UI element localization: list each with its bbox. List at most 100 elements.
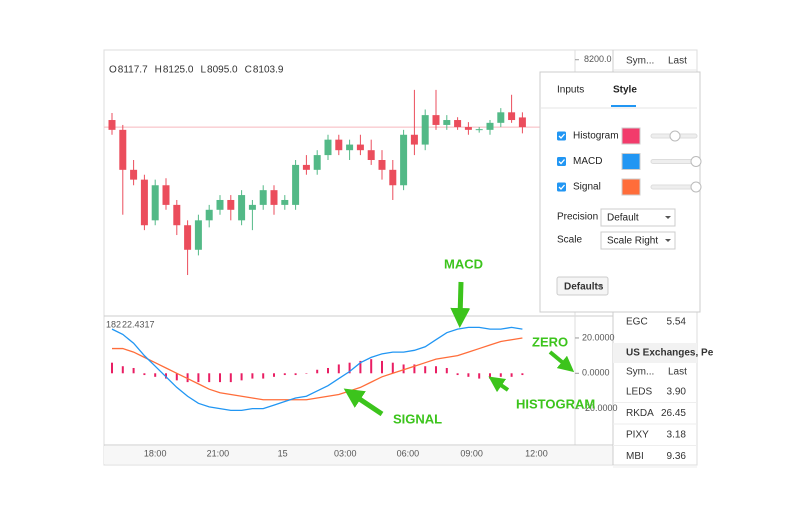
legend-value: 8095.0 [207, 65, 238, 76]
annotation: SIGNAL [393, 411, 442, 426]
symbol[interactable]: PIXY [626, 430, 649, 441]
candle-body [475, 129, 483, 131]
x-tick-label: 21:00 [207, 448, 230, 458]
watchlist: Sym... Last EGC 5.54 US Exchanges, Pe Sy… [613, 56, 714, 468]
x-tick-label: 15 [278, 448, 288, 458]
legend-value: 8103.9 [253, 65, 284, 76]
color-swatch[interactable] [621, 127, 641, 145]
field-label: Precision [557, 212, 598, 223]
histogram-bar [273, 373, 275, 377]
candle-body [486, 122, 494, 130]
annotations: MACD ZERO SIGNAL HISTOGRAM [343, 256, 595, 426]
select-value: Scale Right [607, 236, 658, 247]
histogram-bar [391, 362, 394, 374]
candle-body [151, 185, 159, 221]
histogram-bar [478, 373, 481, 379]
y-tick-label: -20.0000 [582, 403, 618, 413]
legend-value: 22.4317 [122, 319, 155, 329]
arrow [343, 388, 384, 417]
histogram-bar [402, 364, 405, 374]
checkbox[interactable] [557, 157, 566, 166]
watch-header: Sym... [626, 56, 654, 67]
style-dialog: Inputs Style Precision Default Scale Sca… [539, 71, 702, 313]
histogram-bar [294, 373, 297, 376]
histogram-bar [316, 369, 319, 374]
slider-knob[interactable] [690, 156, 702, 167]
candle-body [162, 185, 170, 205]
histogram-bar [327, 367, 329, 374]
slider-knob[interactable] [669, 130, 681, 142]
section-title: US Exchanges, Pe [626, 348, 714, 359]
candle-body [259, 190, 267, 205]
histogram-bar [435, 366, 437, 374]
candle-body [173, 204, 181, 226]
watch-header: Last [668, 367, 687, 378]
histogram-bar [348, 362, 351, 374]
candle-body [356, 144, 364, 151]
histogram-bar [489, 373, 491, 379]
candle-body [432, 115, 440, 125]
candle-body [367, 150, 375, 161]
candle-body [302, 164, 310, 170]
symbol[interactable]: MBI [626, 451, 644, 462]
histogram-bar [283, 373, 286, 376]
last-price: 5.54 [667, 317, 687, 328]
histogram-bar [359, 360, 362, 374]
histogram-bar [143, 373, 146, 376]
color-swatch[interactable] [621, 153, 641, 170]
symbol[interactable]: EGC [626, 317, 648, 328]
legend-value: 8117.7 [118, 65, 148, 76]
caret [597, 285, 603, 288]
last-price: 26.45 [661, 408, 686, 419]
candle-body [108, 120, 116, 130]
candle-body [281, 199, 289, 205]
histogram-bar [456, 373, 459, 376]
candle-body [324, 139, 332, 156]
candle-body [508, 112, 516, 121]
candle-body [140, 179, 148, 226]
watch-header: Sym... [626, 367, 654, 378]
histogram-bar [175, 373, 178, 381]
select[interactable] [600, 208, 676, 227]
checkmark [558, 184, 565, 190]
defaults-button[interactable] [556, 276, 609, 296]
y-tick-label: 0.0000 [582, 368, 610, 378]
arrow [548, 350, 575, 373]
y-tick-label: 20.0000 [582, 332, 615, 342]
symbol[interactable]: RKDA [626, 408, 654, 419]
section-bar [613, 343, 697, 363]
candle-body [389, 169, 397, 186]
candle-body [346, 144, 354, 151]
histogram-bar [510, 373, 513, 377]
tab[interactable]: Inputs [557, 85, 584, 96]
histogram-bar [208, 373, 211, 383]
candle-body [205, 209, 213, 221]
legend-value: 8125.0 [163, 65, 194, 76]
checkmark [558, 133, 565, 139]
slider-knob[interactable] [690, 181, 702, 193]
histogram-bar [132, 367, 135, 374]
color-swatch[interactable] [621, 178, 641, 196]
histogram-bar [240, 373, 243, 381]
candle-body [248, 204, 256, 210]
histogram-bar [521, 373, 524, 376]
time-axis [104, 446, 613, 464]
checkbox[interactable] [557, 131, 566, 141]
checkbox[interactable] [557, 182, 566, 192]
legend-label: H [155, 65, 162, 76]
symbol[interactable]: LEDS [626, 387, 652, 398]
checkmark [558, 159, 565, 165]
tab[interactable]: Style [613, 85, 637, 96]
style-label: Signal [573, 182, 601, 193]
histogram-bar [499, 373, 502, 377]
candle-body [335, 139, 343, 151]
candle-body [421, 115, 429, 145]
caret [665, 216, 671, 219]
caret [665, 239, 671, 242]
dialog-box [539, 71, 701, 313]
style-label: MACD [573, 156, 602, 167]
select[interactable] [600, 231, 676, 250]
histogram-bar [424, 366, 427, 374]
